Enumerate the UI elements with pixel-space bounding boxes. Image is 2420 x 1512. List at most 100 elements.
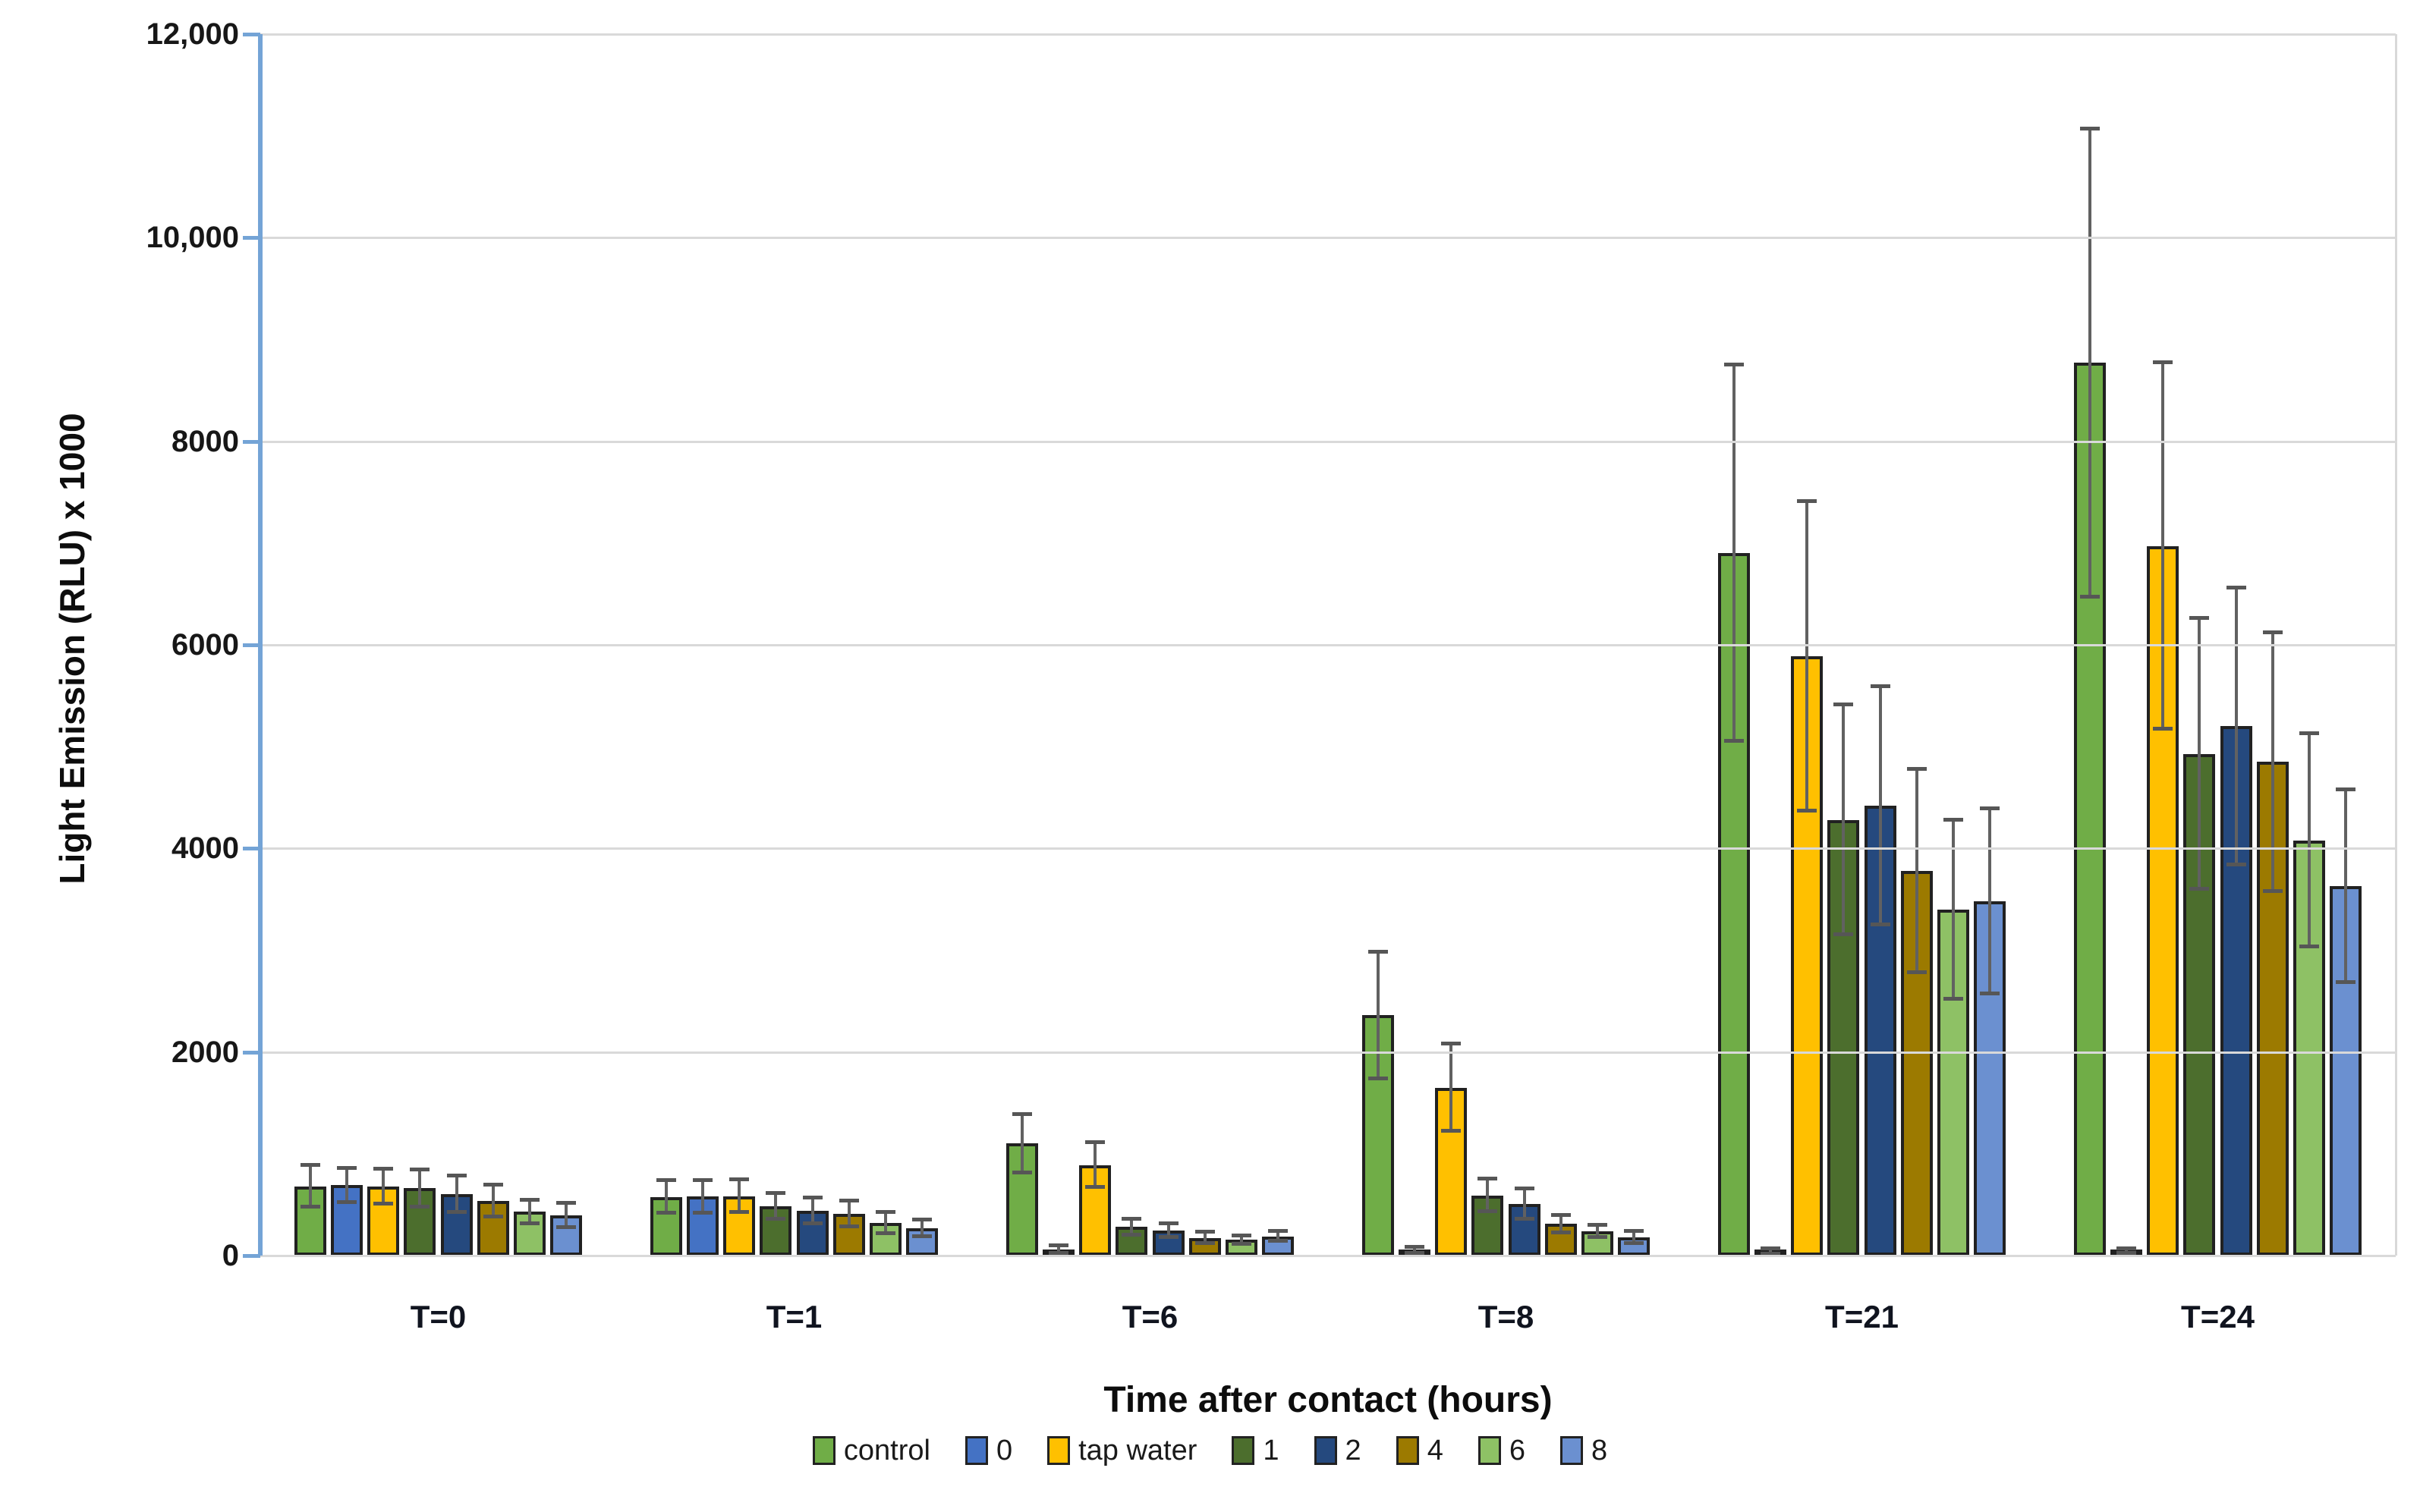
error-bar-line	[1632, 1231, 1635, 1243]
error-bar-cap-top	[911, 1218, 932, 1222]
error-bar-cap-bottom	[1158, 1234, 1179, 1239]
error-bar-cap-top	[1724, 363, 1745, 367]
error-bar-line	[1094, 1143, 1097, 1188]
legend-label: 6	[1509, 1435, 1525, 1466]
error-bar-cap-top	[875, 1209, 895, 1214]
error-bar-cap-bottom	[410, 1204, 430, 1209]
y-tick-label: 2000	[172, 1035, 239, 1069]
error-bar-line	[738, 1180, 741, 1212]
error-bar-cap-top	[839, 1198, 859, 1202]
legend-item-2: 2	[1314, 1435, 1361, 1466]
error-bar-cap-bottom	[373, 1201, 394, 1206]
error-bar-cap-top	[483, 1183, 503, 1187]
legend-swatch-1	[1232, 1436, 1255, 1465]
error-bar-cap-top	[1979, 806, 2000, 811]
error-bar-line	[774, 1193, 778, 1220]
error-bar-cap-top	[802, 1196, 823, 1200]
error-bar-cap-bottom	[1587, 1234, 1607, 1239]
legend-label: 0	[996, 1435, 1013, 1466]
legend-swatch-4	[1396, 1436, 1419, 1465]
error-bar-cap-bottom	[1085, 1185, 1106, 1190]
legend: control 0 tap water 1 2 4 6 8	[0, 1435, 2420, 1466]
plot-area	[260, 34, 2396, 1256]
error-bar-cap-bottom	[1122, 1232, 1142, 1237]
gridline	[260, 644, 2396, 646]
gridline	[260, 33, 2396, 36]
error-bar-line	[1987, 809, 1991, 995]
gridline	[260, 237, 2396, 240]
error-bar-line	[491, 1185, 495, 1218]
error-bar-line	[2125, 1248, 2129, 1254]
error-bar-cap-top	[729, 1177, 750, 1182]
legend-item-control: control	[812, 1435, 930, 1466]
error-bar-line	[1130, 1219, 1134, 1235]
error-bar-cap-bottom	[1943, 996, 1963, 1001]
error-bar-cap-bottom	[1623, 1240, 1644, 1245]
error-bar-line	[382, 1168, 386, 1204]
error-bar-cap-top	[2153, 360, 2173, 365]
error-bar-line	[2234, 587, 2238, 865]
error-bar-cap-bottom	[1049, 1251, 1069, 1256]
error-bar-cap-top	[1514, 1187, 1534, 1191]
error-bar-line	[309, 1165, 313, 1208]
error-bar-cap-top	[1943, 817, 1963, 822]
error-bar-cap-bottom	[1194, 1240, 1215, 1245]
error-bar-line	[2161, 363, 2165, 730]
error-bar-cap-bottom	[2262, 888, 2283, 893]
error-bar-line	[2198, 618, 2201, 889]
plot-right-border	[2395, 34, 2397, 1256]
error-bar-cap-bottom	[301, 1205, 321, 1209]
error-bar-line	[2088, 128, 2092, 597]
error-bar-cap-top	[1833, 703, 1854, 707]
error-bar-cap-top	[1231, 1233, 1251, 1237]
error-bar-cap-bottom	[1761, 1252, 1781, 1256]
y-axis-tick	[243, 1254, 260, 1258]
error-bar-cap-top	[1012, 1111, 1033, 1116]
error-bar-cap-top	[1049, 1243, 1069, 1247]
x-axis-title: Time after contact (hours)	[1103, 1380, 1553, 1420]
error-bar-cap-bottom	[693, 1210, 713, 1215]
legend-swatch-tap-water	[1047, 1436, 1071, 1465]
y-axis-tick	[243, 643, 260, 647]
error-bar-cap-top	[410, 1168, 430, 1172]
error-bar-line	[1057, 1245, 1061, 1254]
error-bar-line	[527, 1199, 531, 1224]
y-tick-label: 10,000	[146, 221, 239, 255]
error-bar-cap-top	[1761, 1246, 1781, 1251]
bar-4-T=0	[477, 1201, 509, 1256]
error-bar-cap-top	[1085, 1140, 1106, 1145]
y-axis-tick	[243, 236, 260, 240]
error-bar-line	[1276, 1231, 1279, 1241]
error-bar-cap-bottom	[875, 1231, 895, 1236]
error-bar-cap-bottom	[519, 1221, 540, 1225]
gridline	[260, 847, 2396, 850]
error-bar-line	[564, 1202, 568, 1228]
error-bar-cap-bottom	[802, 1221, 823, 1225]
legend-label: 2	[1345, 1435, 1361, 1466]
error-bar-cap-top	[2262, 630, 2283, 634]
legend-label: 1	[1263, 1435, 1279, 1466]
error-bar-line	[847, 1200, 851, 1228]
error-bar-cap-top	[337, 1166, 357, 1171]
error-bar-line	[1951, 819, 1955, 999]
error-bar-cap-bottom	[2335, 980, 2355, 985]
error-bar-cap-bottom	[1477, 1209, 1498, 1214]
error-bar-cap-bottom	[1267, 1238, 1288, 1243]
x-category-label: T=6	[1122, 1299, 1179, 1334]
error-bar-cap-bottom	[2299, 945, 2319, 949]
error-bar-cap-top	[2189, 616, 2210, 621]
error-bar-line	[1559, 1215, 1562, 1233]
error-bar-cap-top	[1158, 1221, 1179, 1226]
error-bar-line	[2343, 789, 2347, 983]
error-bar-line	[1413, 1247, 1417, 1254]
x-category-label: T=0	[410, 1299, 467, 1334]
bar-1-T=0	[404, 1188, 436, 1256]
error-bar-line	[1021, 1114, 1024, 1174]
error-bar-cap-bottom	[839, 1224, 859, 1229]
error-bar-cap-top	[2116, 1246, 2137, 1250]
error-bar-cap-bottom	[2226, 862, 2246, 866]
error-bar-line	[1239, 1235, 1243, 1244]
error-bar-line	[1732, 365, 1736, 742]
y-axis-tick	[243, 439, 260, 444]
error-bar-cap-bottom	[1012, 1171, 1033, 1175]
